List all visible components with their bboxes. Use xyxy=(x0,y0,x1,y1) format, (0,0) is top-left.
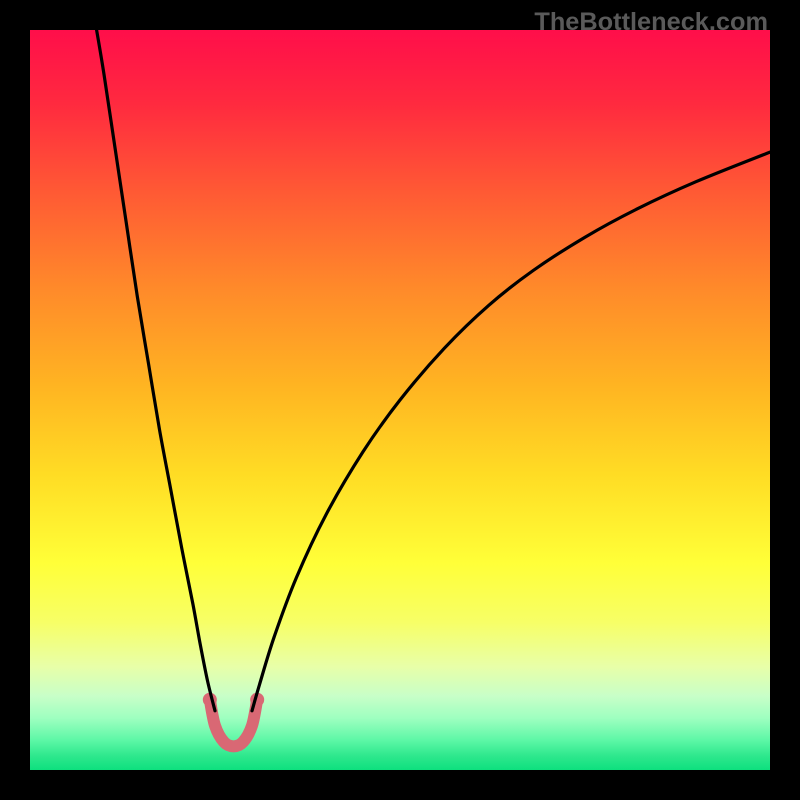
valley-marker xyxy=(210,700,257,747)
curves-layer xyxy=(30,30,770,770)
watermark-label: TheBottleneck.com xyxy=(534,8,768,37)
plot-frame xyxy=(30,30,770,770)
curve-right xyxy=(252,152,770,711)
chart-stage: TheBottleneck.com xyxy=(0,0,800,800)
curve-left xyxy=(97,30,215,711)
